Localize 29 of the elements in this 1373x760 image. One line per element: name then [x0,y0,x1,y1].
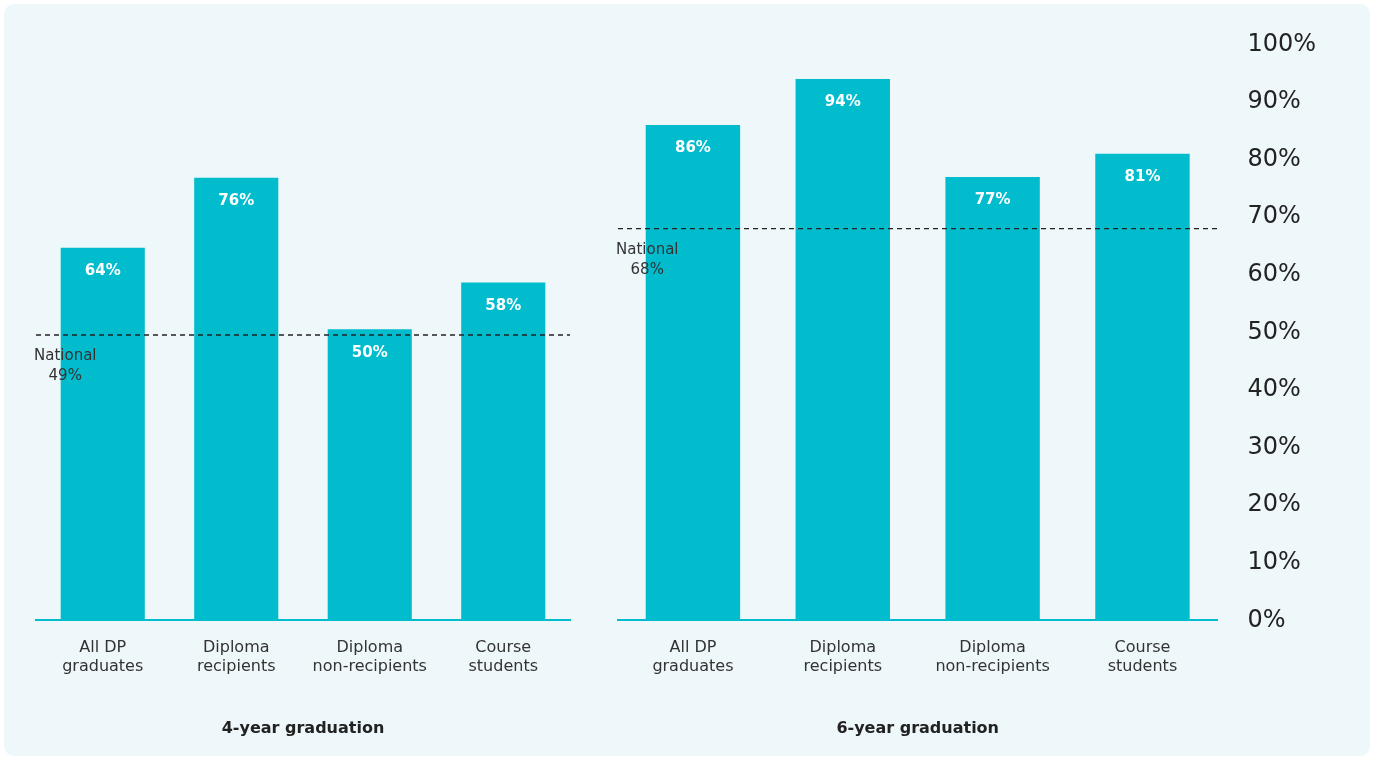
data-label: 58% [485,296,522,314]
x-tick-label: Diploma recipients [196,637,276,676]
y-tick-label: 60% [1247,259,1301,288]
data-label: 86% [674,138,711,157]
x-tick-label: All DP graduates [652,637,734,676]
x-tick-label: Diploma non-recipients [312,637,427,676]
data-label: 76% [218,191,255,210]
y-tick-label: 10% [1247,547,1301,576]
y-tick-label: 0% [1247,604,1286,633]
x-tick-label: Diploma recipients [803,637,883,676]
y-tick-label: 70% [1247,201,1301,230]
data-label: 77% [974,190,1011,209]
data-label: 50% [351,342,388,361]
data-label: 81% [1124,167,1161,186]
y-tick-label: 30% [1247,431,1301,460]
y-tick-label: 50% [1247,316,1301,345]
y-tick-label: 80% [1247,143,1301,172]
data-label: 94% [824,92,861,111]
x-axis-title: 4-year graduation [221,717,385,737]
x-tick-label: Course students [468,637,538,676]
y-tick-label: 20% [1247,489,1301,518]
y-tick-label: 40% [1247,374,1301,403]
data-label: 64% [84,261,121,280]
x-tick-label: Course students [1107,637,1178,676]
y-tick-label: 90% [1247,86,1301,115]
x-tick-label: All DP graduates [62,637,144,676]
x-tick-label: Diploma non-recipients [935,637,1050,676]
x-axis-title: 6-year graduation [836,717,999,737]
y-tick-label: 100% [1247,28,1317,57]
